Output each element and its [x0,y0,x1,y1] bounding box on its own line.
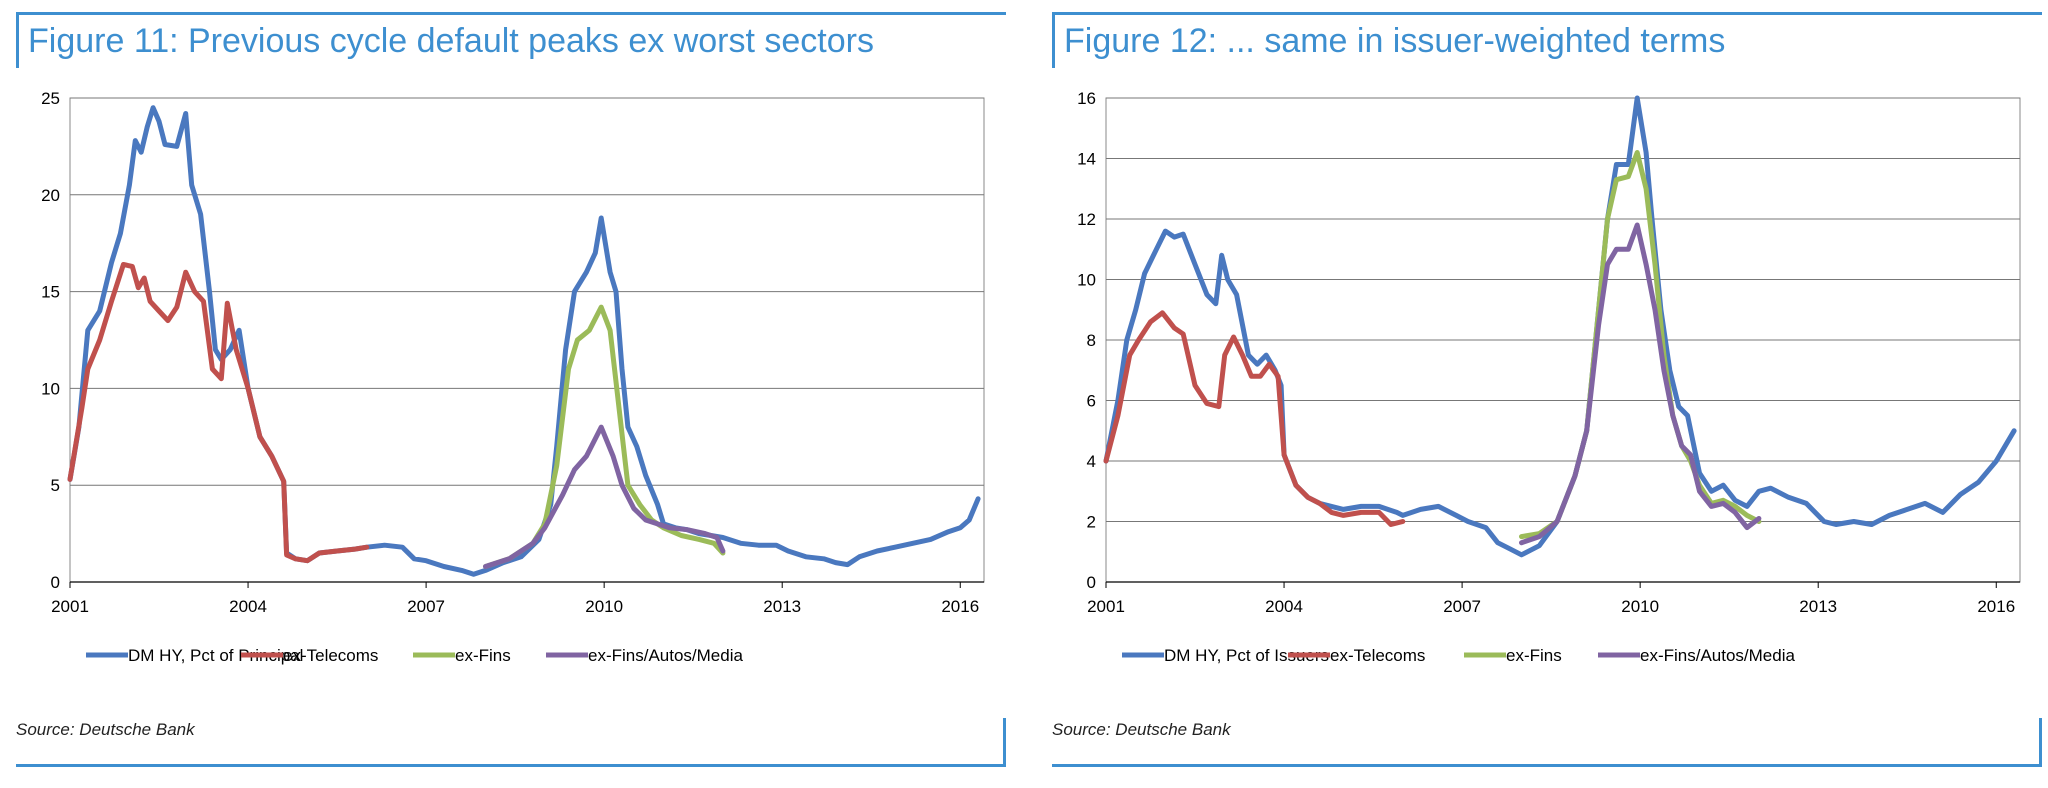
source-note: Source: Deutsche Bank [1052,720,1231,739]
figure-12-panel: Figure 12: ... same in issuer-weighted t… [1052,0,2048,788]
legend-label: ex-Fins/Autos/Media [588,646,743,665]
series-line [483,424,726,569]
legend-label: ex-Fins/Autos/Media [1640,646,1795,665]
legend-label: ex-Telecoms [1330,646,1425,665]
y-tick-label: 8 [1087,331,1096,350]
x-tick-label: 2001 [51,597,89,616]
y-tick-label: 20 [41,186,60,205]
y-tick-label: 10 [41,379,60,398]
legend-label: DM HY, Pct of Principal [128,646,303,665]
figure-11-panel: Figure 11: Previous cycle default peaks … [16,0,1016,788]
figure-title: Figure 12: ... same in issuer-weighted t… [1064,22,1726,60]
x-tick-label: 2007 [1443,597,1481,616]
series-line [1519,222,1762,546]
y-tick-label: 14 [1077,150,1096,169]
y-tick-label: 16 [1077,89,1096,108]
source-note: Source: Deutsche Bank [16,720,195,739]
figure-title: Figure 11: Previous cycle default peaks … [28,22,874,60]
series-line [67,105,981,577]
series-line [1103,95,2017,558]
y-tick-label: 25 [41,89,60,108]
x-tick-label: 2010 [585,597,623,616]
x-tick-label: 2016 [941,597,979,616]
x-tick-label: 2004 [229,597,267,616]
legend-label: ex-Fins [455,646,511,665]
y-tick-label: 15 [41,283,60,302]
x-tick-label: 2013 [1799,597,1837,616]
x-tick-label: 2016 [1977,597,2015,616]
y-tick-label: 5 [51,476,60,495]
y-tick-label: 12 [1077,210,1096,229]
series-line [1519,150,1762,540]
legend-label: ex-Telecoms [283,646,378,665]
chart-area: 0 2 4 6 8 10 12 14 16 2001 2004 2007 2010 2013 2016 DM … [1077,89,2021,665]
frame-bottom-border [16,764,1006,767]
legend-label: DM HY, Pct of Issuers [1164,646,1329,665]
y-tick-label: 6 [1087,392,1096,411]
frame-left-border [1052,12,1055,68]
frame-top-border [1052,12,2042,15]
legend-label: ex-Fins [1506,646,1562,665]
y-tick-label: 2 [1087,513,1096,532]
x-tick-label: 2007 [407,597,445,616]
chart-area: 0 5 10 15 20 25 2001 2004 2007 2010 2013 2016 DM HY,… [41,89,985,665]
x-tick-label: 2013 [763,597,801,616]
x-tick-label: 2010 [1621,597,1659,616]
frame-right-border [2039,718,2042,767]
y-tick-label: 0 [1087,573,1096,592]
y-tick-label: 10 [1077,271,1096,290]
x-tick-label: 2001 [1087,597,1125,616]
frame-right-border [1003,718,1006,767]
frame-bottom-border [1052,764,2042,767]
series-line [67,262,370,564]
frame-top-border [16,12,1006,15]
x-tick-label: 2004 [1265,597,1303,616]
y-tick-label: 4 [1087,452,1096,471]
y-tick-label: 0 [51,573,60,592]
frame-left-border [16,12,19,68]
series-line [1103,310,1406,527]
